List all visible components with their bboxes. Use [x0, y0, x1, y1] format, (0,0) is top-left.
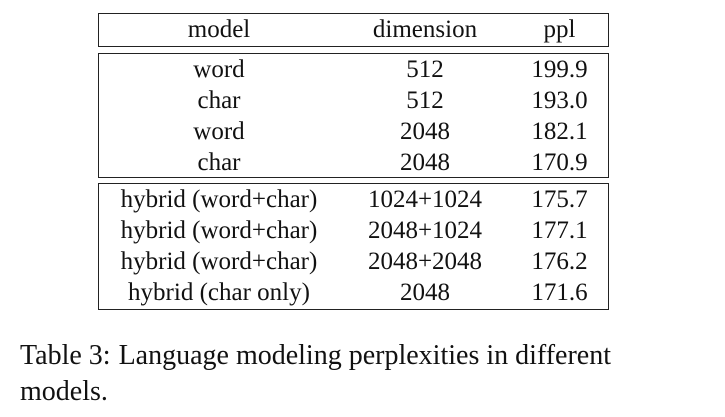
table-row: char 512 193.0: [99, 85, 608, 116]
column-header-ppl: ppl: [543, 16, 576, 43]
cell-dimension: 512: [406, 56, 444, 83]
cell-dimension: 2048: [400, 279, 450, 306]
header-row: model dimension ppl: [99, 14, 608, 45]
cell-dimension: 512: [406, 87, 444, 114]
cell-ppl: 177.1: [531, 217, 588, 244]
cell-model: hybrid (word+char): [120, 248, 318, 275]
cell-model: hybrid (char only): [128, 279, 310, 306]
cell-ppl: 171.6: [531, 279, 588, 306]
cell-dimension: 2048: [400, 118, 450, 145]
table-group-baselines: word 512 199.9 char 512 193.0 word 2048 …: [98, 53, 609, 178]
column-header-model: model: [187, 16, 251, 43]
table-caption: Table 3: Language modeling perplexities i…: [20, 338, 700, 410]
table-group-hybrid: hybrid (word+char) 1024+1024 175.7 hybri…: [98, 183, 609, 310]
cell-dimension: 1024+1024: [367, 186, 483, 213]
table-row: hybrid (word+char) 1024+1024 175.7: [99, 184, 608, 215]
caption-label: Table 3:: [20, 340, 111, 371]
cell-model: char: [197, 87, 241, 114]
cell-model: hybrid (word+char): [120, 217, 318, 244]
cell-model: hybrid (word+char): [120, 186, 318, 213]
cell-model: char: [197, 149, 241, 176]
cell-ppl: 182.1: [531, 118, 588, 145]
cell-model: word: [193, 56, 245, 83]
cell-dimension: 2048+2048: [367, 248, 483, 275]
column-header-dimension: dimension: [372, 16, 478, 43]
cell-ppl: 175.7: [531, 186, 588, 213]
table-row: hybrid (word+char) 2048+1024 177.1: [99, 215, 608, 246]
cell-ppl: 199.9: [531, 56, 588, 83]
table-row: hybrid (char only) 2048 171.6: [99, 277, 608, 308]
table-row: hybrid (word+char) 2048+2048 176.2: [99, 246, 608, 277]
table-row: word 2048 182.1: [99, 116, 608, 147]
cell-model: word: [193, 118, 245, 145]
table-row: char 2048 170.9: [99, 147, 608, 178]
cell-dimension: 2048: [400, 149, 450, 176]
caption-text: Language modeling perplexities in differ…: [20, 340, 611, 407]
table-row: word 512 199.9: [99, 54, 608, 85]
cell-ppl: 170.9: [531, 149, 588, 176]
cell-ppl: 176.2: [531, 248, 588, 275]
cell-dimension: 2048+1024: [367, 217, 483, 244]
table-header: model dimension ppl: [98, 13, 609, 47]
cell-ppl: 193.0: [531, 87, 588, 114]
